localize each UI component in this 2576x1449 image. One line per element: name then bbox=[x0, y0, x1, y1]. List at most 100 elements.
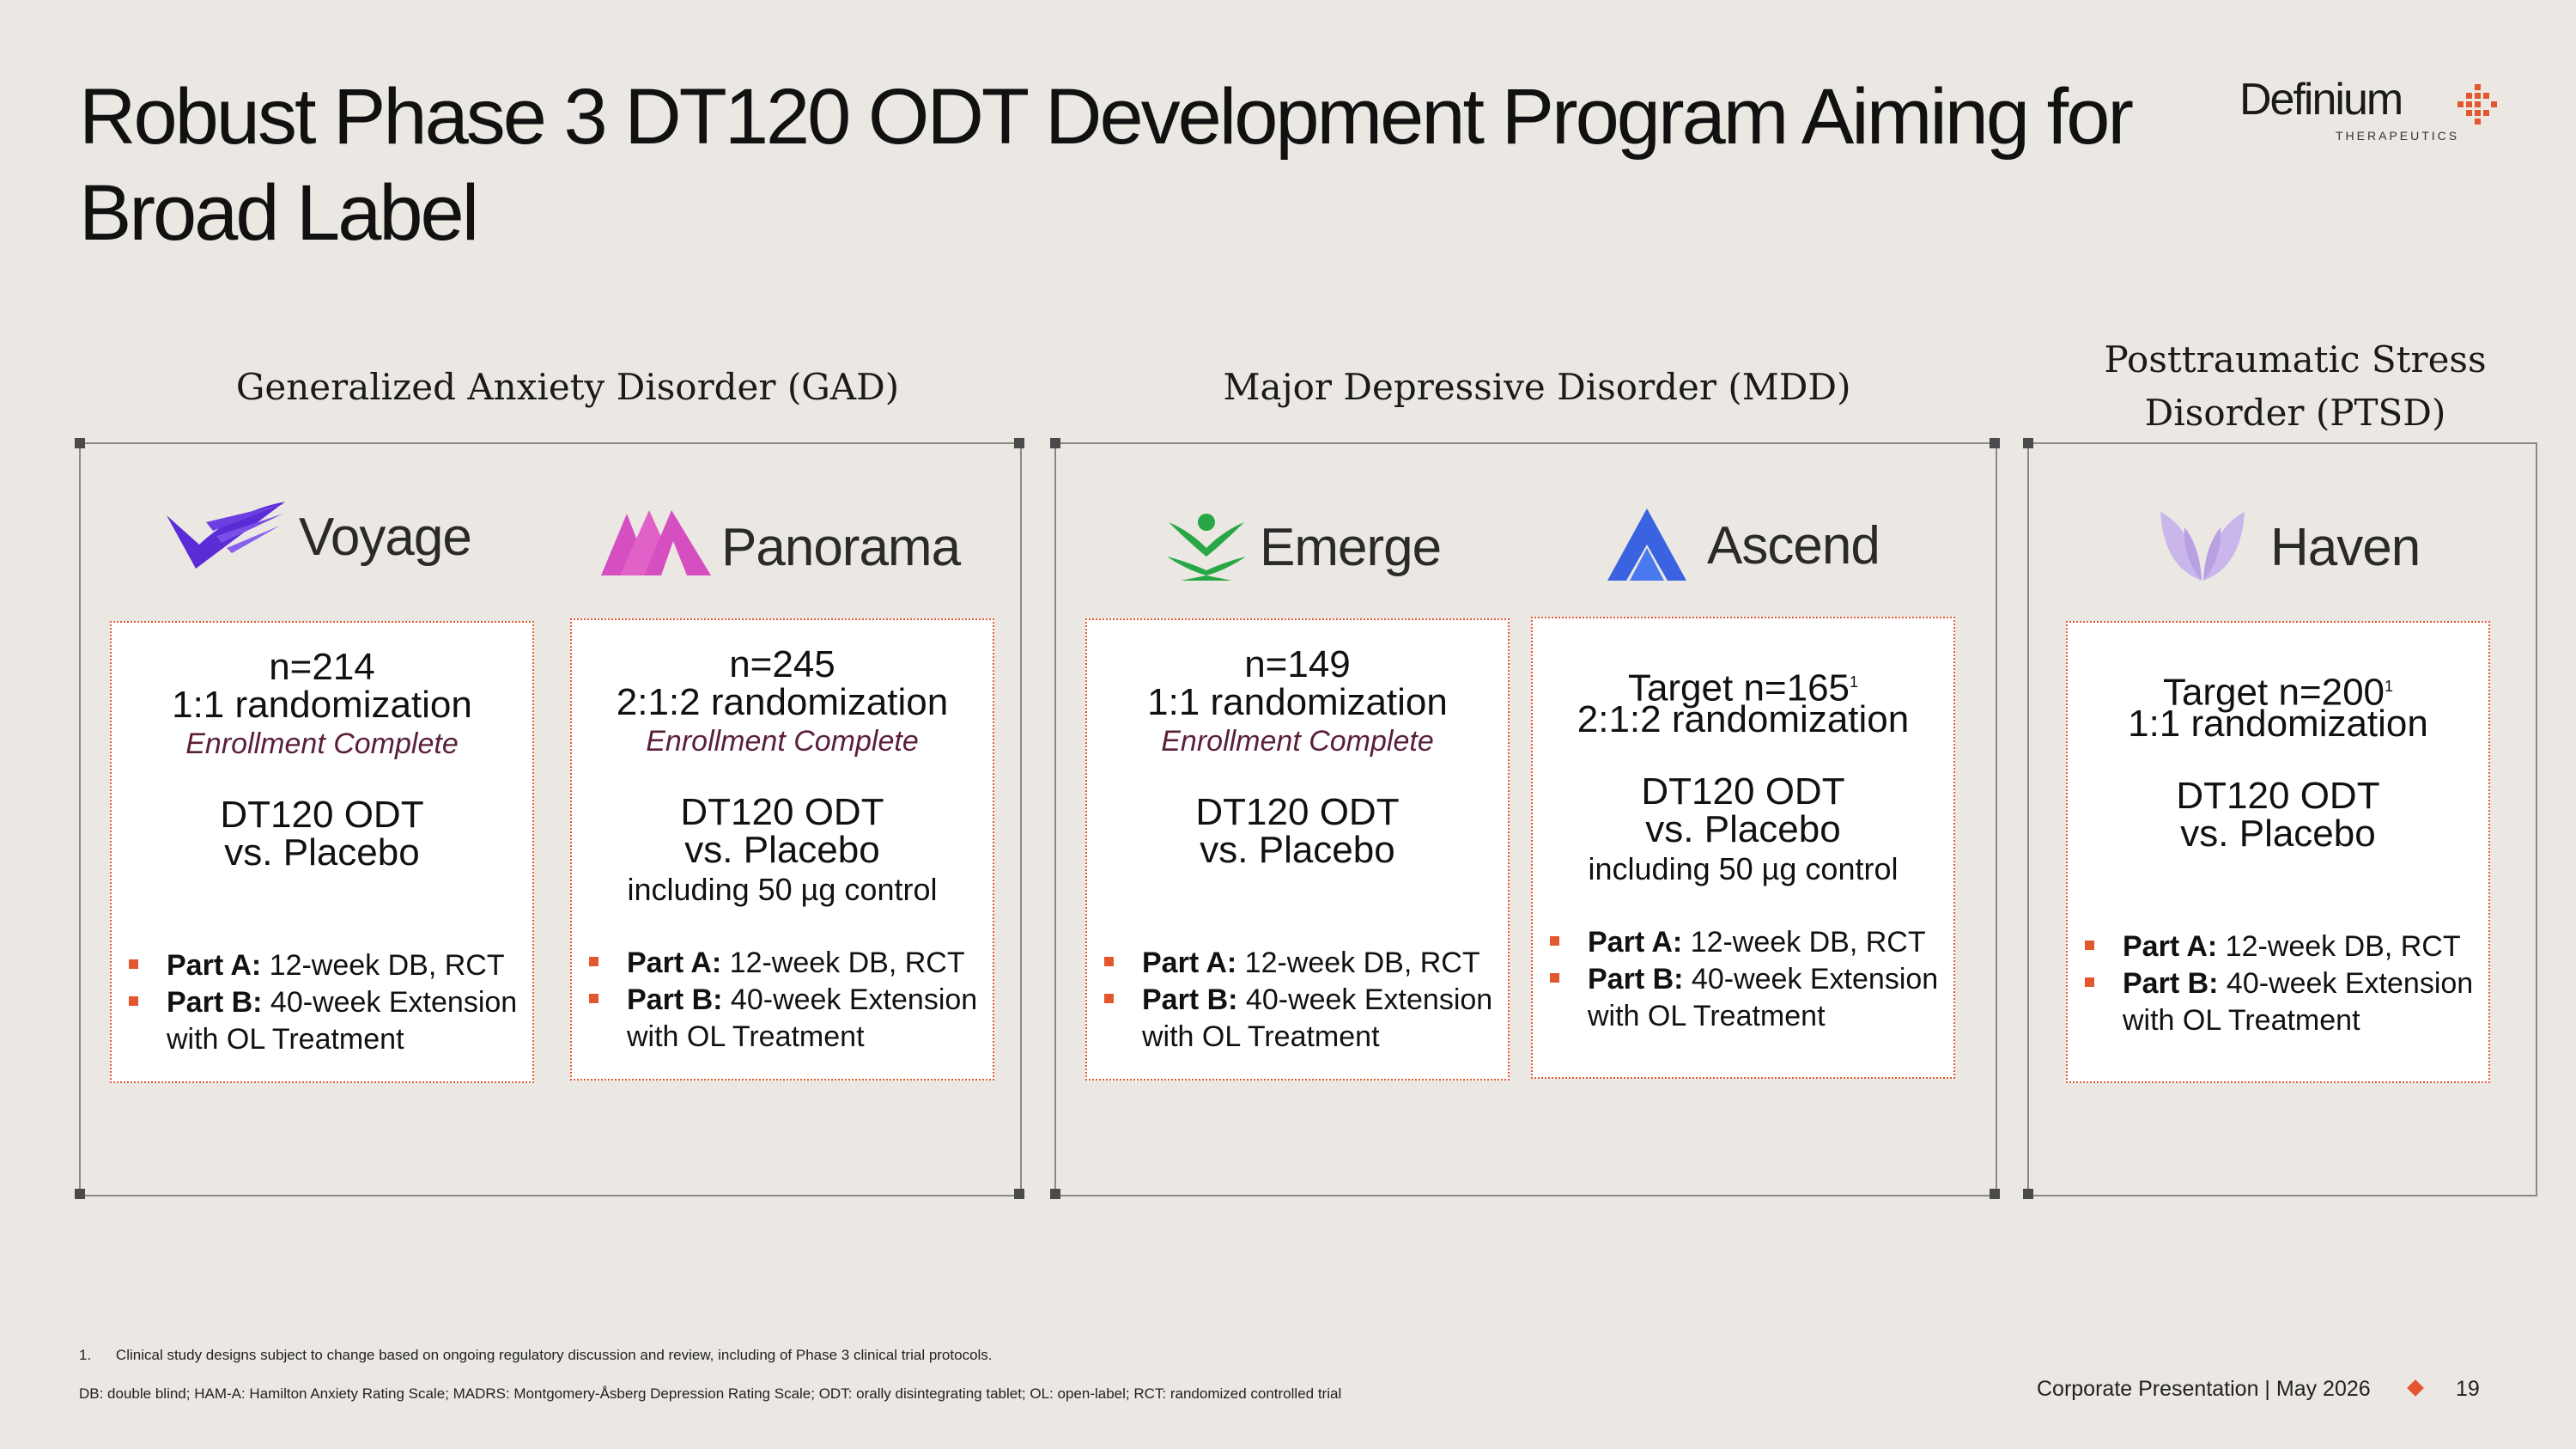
sample-size: n=245 bbox=[729, 643, 835, 685]
bullet-icon bbox=[1550, 973, 1559, 983]
bullet-icon bbox=[2085, 941, 2094, 950]
corner-marker bbox=[2023, 438, 2033, 448]
control-arm: including 50 µg control bbox=[627, 872, 938, 907]
diamond-icon bbox=[2407, 1379, 2424, 1397]
randomization: 1:1 randomization bbox=[2128, 703, 2428, 745]
mdd-group bbox=[1054, 442, 1997, 1196]
part-a-item: Part A: 12-week DB, RCT bbox=[2085, 928, 2480, 965]
panorama-card: n=245 2:1:2 randomization Enrollment Com… bbox=[570, 618, 994, 1081]
part-b-continuation: with OL Treatment bbox=[1142, 1020, 1380, 1053]
panorama-name: Panorama bbox=[721, 518, 961, 577]
part-b-continuation: with OL Treatment bbox=[1588, 1000, 1826, 1032]
study-parts: Part A: 12-week DB, RCT Part B: 40-week … bbox=[129, 947, 524, 1058]
corner-marker bbox=[2023, 1189, 2033, 1199]
comparator: vs. Placebo bbox=[224, 831, 420, 874]
study-parts: Part A: 12-week DB, RCT Part B: 40-week … bbox=[1104, 945, 1499, 1056]
emerge-brand: Emerge bbox=[1163, 507, 1524, 593]
study-parts: Part A: 12-week DB, RCT Part B: 40-week … bbox=[589, 945, 984, 1056]
randomization: 1:1 randomization bbox=[1147, 681, 1448, 723]
part-b-item: Part B: 40-week Extension bbox=[589, 982, 984, 1019]
ptsd-heading-line2: Disorder (PTSD) bbox=[2144, 392, 2446, 434]
voyage-card: n=214 1:1 randomization Enrollment Compl… bbox=[110, 621, 534, 1083]
emerge-sprout-icon bbox=[1167, 514, 1246, 581]
corner-marker bbox=[1050, 438, 1060, 448]
randomization: 2:1:2 randomization bbox=[616, 681, 949, 723]
bullet-icon bbox=[1550, 936, 1559, 946]
randomization: 1:1 randomization bbox=[172, 684, 472, 726]
part-b-item: Part B: 40-week Extension bbox=[129, 984, 524, 1021]
ascend-mountain-icon bbox=[1607, 508, 1686, 581]
logo-wordmark: Definium bbox=[2239, 75, 2403, 125]
part-b-continuation: with OL Treatment bbox=[2123, 1004, 2360, 1037]
comparator: vs. Placebo bbox=[2180, 813, 2376, 855]
enrollment-status: Enrollment Complete bbox=[185, 728, 459, 760]
haven-wings-icon bbox=[2160, 512, 2245, 581]
part-a-item: Part A: 12-week DB, RCT bbox=[129, 947, 524, 984]
bullet-icon bbox=[589, 957, 598, 966]
page-number: 19 bbox=[2456, 1377, 2480, 1401]
comparator: vs. Placebo bbox=[1200, 829, 1395, 871]
comparator: vs. Placebo bbox=[1645, 808, 1841, 850]
footnote-ref: 1 bbox=[2385, 678, 2394, 695]
sample-size: Target n=1651 bbox=[1627, 667, 1859, 709]
control-arm: including 50 µg control bbox=[1588, 851, 1899, 886]
corner-marker bbox=[1014, 1189, 1024, 1199]
sample-size: n=149 bbox=[1244, 643, 1351, 685]
footnote-number: 1. bbox=[79, 1347, 92, 1363]
corner-marker bbox=[75, 1189, 85, 1199]
company-logo: Definium THERAPEUTICS bbox=[2239, 74, 2506, 148]
corner-marker bbox=[1990, 438, 2000, 448]
bullet-icon bbox=[129, 996, 138, 1006]
randomization: 2:1:2 randomization bbox=[1577, 698, 1910, 740]
presentation-label: Corporate Presentation | May 2026 bbox=[2037, 1377, 2371, 1401]
drug-name: DT120 ODT bbox=[1641, 770, 1845, 813]
bullet-icon bbox=[589, 994, 598, 1003]
part-a-item: Part A: 12-week DB, RCT bbox=[589, 945, 984, 982]
ascend-brand: Ascend bbox=[1606, 507, 1966, 593]
logo-subtitle: THERAPEUTICS bbox=[2336, 129, 2460, 143]
abbreviations: DB: double blind; HAM-A: Hamilton Anxiet… bbox=[79, 1385, 1342, 1402]
study-parts: Part A: 12-week DB, RCT Part B: 40-week … bbox=[1550, 924, 1945, 1035]
panorama-brand: Panorama bbox=[601, 507, 962, 593]
corner-marker bbox=[1014, 438, 1024, 448]
haven-name: Haven bbox=[2270, 518, 2421, 577]
voyage-wing-icon bbox=[167, 502, 285, 569]
ascend-card: Target n=1651 2:1:2 randomization DT120 … bbox=[1531, 617, 1955, 1079]
study-parts: Part A: 12-week DB, RCT Part B: 40-week … bbox=[2085, 928, 2480, 1039]
panorama-peaks-icon bbox=[601, 510, 711, 575]
mdd-heading: Major Depressive Disorder (MDD) bbox=[1223, 366, 1851, 408]
corner-marker bbox=[1050, 1189, 1060, 1199]
bullet-icon bbox=[2085, 977, 2094, 987]
bullet-icon bbox=[129, 959, 138, 969]
ascend-name: Ascend bbox=[1707, 516, 1880, 575]
drug-name: DT120 ODT bbox=[220, 794, 424, 836]
gad-group bbox=[79, 442, 1022, 1196]
enrollment-status: Enrollment Complete bbox=[646, 725, 919, 758]
ptsd-group bbox=[2027, 442, 2537, 1196]
sample-size: n=214 bbox=[269, 646, 375, 688]
part-a-item: Part A: 12-week DB, RCT bbox=[1550, 924, 1945, 961]
part-b-item: Part B: 40-week Extension bbox=[1104, 982, 1499, 1019]
voyage-brand: Voyage bbox=[165, 496, 508, 582]
footnote-1: 1. Clinical study designs subject to cha… bbox=[79, 1347, 993, 1364]
haven-brand: Haven bbox=[2157, 507, 2518, 593]
bullet-icon bbox=[1104, 994, 1114, 1003]
part-b-continuation: with OL Treatment bbox=[627, 1020, 865, 1053]
comparator: vs. Placebo bbox=[684, 829, 880, 871]
corner-marker bbox=[75, 438, 85, 448]
sample-size: Target n=2001 bbox=[2162, 671, 2394, 714]
corner-marker bbox=[1990, 1189, 2000, 1199]
gad-heading: Generalized Anxiety Disorder (GAD) bbox=[235, 366, 900, 408]
logo-dots-icon bbox=[2458, 84, 2497, 125]
part-a-item: Part A: 12-week DB, RCT bbox=[1104, 945, 1499, 982]
ptsd-heading-line1: Posttraumatic Stress bbox=[2104, 338, 2487, 381]
emerge-name: Emerge bbox=[1260, 518, 1442, 577]
drug-name: DT120 ODT bbox=[680, 791, 884, 833]
footnote-text: Clinical study designs subject to change… bbox=[115, 1347, 993, 1363]
drug-name: DT120 ODT bbox=[2176, 775, 2380, 817]
emerge-card: n=149 1:1 randomization Enrollment Compl… bbox=[1085, 618, 1510, 1081]
ptsd-heading: Posttraumatic Stress Disorder (PTSD) bbox=[2026, 333, 2564, 440]
part-b-item: Part B: 40-week Extension bbox=[2085, 965, 2480, 1002]
page-title: Robust Phase 3 DT120 ODT Development Pro… bbox=[79, 73, 2134, 257]
enrollment-status: Enrollment Complete bbox=[1161, 725, 1434, 758]
